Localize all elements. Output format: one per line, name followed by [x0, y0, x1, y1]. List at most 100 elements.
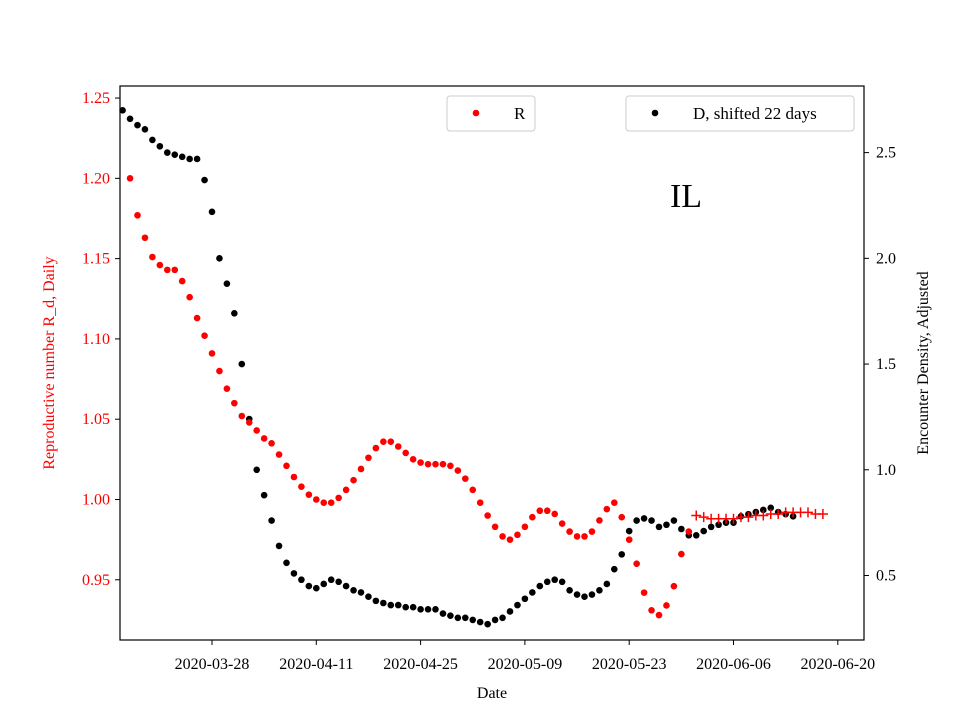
d-point — [432, 606, 439, 613]
r-point — [424, 460, 432, 468]
r-point — [491, 523, 499, 531]
d-point — [290, 570, 298, 577]
y-axis-left: 0.95 1.00 1.05 1.10 1.15 1.20 1.25 — [82, 90, 120, 589]
d-point — [618, 551, 626, 558]
y-left-tick-label: 1.25 — [82, 90, 110, 107]
y-right-tick-label: 2.0 — [876, 250, 896, 267]
d-point — [469, 616, 477, 624]
r-projection-point — [773, 508, 784, 519]
d-point — [551, 576, 558, 584]
d-point — [543, 578, 551, 586]
d-point — [231, 310, 238, 317]
r-point — [484, 512, 491, 519]
r-point — [216, 367, 223, 375]
d-point — [193, 155, 201, 163]
r-projection-point — [803, 507, 813, 518]
d-point — [201, 176, 208, 184]
d-point — [692, 532, 700, 539]
r-point — [305, 491, 313, 498]
d-point — [499, 614, 506, 622]
r-point — [335, 494, 342, 502]
r-point — [372, 444, 380, 452]
d-point — [216, 255, 223, 262]
r-point — [476, 499, 484, 507]
r-point — [678, 550, 685, 558]
r-point — [171, 266, 179, 274]
y-right-tick-label: 1.0 — [876, 462, 896, 479]
d-point — [514, 601, 521, 609]
r-point — [514, 531, 521, 539]
legend-d-box — [625, 95, 855, 132]
r-point — [223, 385, 231, 392]
d-point — [529, 589, 536, 596]
d-point — [156, 142, 164, 150]
r-point — [573, 533, 581, 540]
d-point — [588, 591, 596, 598]
y-axis-right-label: Encounter Density, Adjusted — [915, 271, 932, 454]
r-projection-point — [691, 510, 702, 521]
d-point — [611, 565, 618, 573]
r-point — [134, 211, 141, 219]
d-point — [365, 593, 372, 600]
d-point — [394, 601, 402, 609]
r-point — [655, 611, 663, 619]
d-point — [648, 517, 655, 524]
r-point — [245, 419, 253, 426]
d-point — [700, 527, 707, 535]
r-point — [439, 460, 447, 468]
d-point — [298, 576, 305, 584]
r-point — [462, 475, 469, 482]
d-point — [402, 603, 410, 611]
series-r-layer — [126, 175, 693, 619]
d-point — [268, 517, 275, 524]
x-tick-label: 2020-04-11 — [279, 656, 353, 673]
r-point — [231, 399, 238, 407]
x-tick-label: 2020-04-25 — [383, 656, 458, 673]
r-projection-point — [743, 512, 754, 523]
y-right-tick-label: 2.5 — [876, 145, 896, 162]
r-point — [566, 528, 573, 535]
x-tick-label: 2020-06-06 — [696, 656, 771, 673]
r-point — [201, 332, 208, 340]
legend-r-label: R — [514, 104, 526, 123]
r-point — [260, 435, 268, 442]
r-point — [275, 451, 283, 458]
d-point — [327, 576, 335, 584]
y-axis-right: 0.5 1.0 1.5 2.0 2.5 — [864, 145, 896, 585]
y-left-tick-label: 1.00 — [82, 491, 110, 508]
series-r-projection-layer — [691, 507, 828, 524]
r-point — [283, 462, 290, 470]
r-point — [327, 499, 335, 507]
d-point — [313, 584, 320, 592]
d-point — [223, 280, 231, 288]
d-point — [476, 618, 484, 626]
d-point — [439, 610, 447, 617]
r-point — [499, 533, 506, 540]
d-point — [149, 136, 156, 144]
d-point — [506, 608, 514, 615]
d-point — [417, 606, 424, 613]
r-point — [521, 523, 529, 531]
x-axis: 2020-03-28 2020-04-11 2020-04-25 2020-05-09… — [175, 640, 875, 673]
d-point — [253, 466, 260, 474]
y-left-tick-label: 1.20 — [82, 170, 110, 187]
r-point — [469, 486, 477, 494]
d-point — [260, 491, 268, 499]
d-point — [566, 587, 573, 594]
y-axis-left-label: Reproductive number R_d, Daily — [41, 256, 58, 469]
r-point — [141, 234, 149, 242]
d-point — [171, 151, 179, 159]
r-point — [603, 505, 611, 513]
d-point — [573, 591, 581, 598]
legend-r: R — [446, 95, 536, 132]
r-projection-point — [698, 512, 709, 523]
d-point — [208, 208, 216, 216]
d-point — [409, 603, 417, 611]
legend-d-label: D, shifted 22 days — [693, 104, 817, 123]
d-point — [275, 542, 283, 550]
legend-r-box — [446, 95, 536, 132]
r-point — [625, 536, 633, 543]
y-left-tick-label: 0.95 — [82, 572, 110, 589]
d-point — [283, 559, 290, 567]
d-point — [678, 525, 685, 533]
